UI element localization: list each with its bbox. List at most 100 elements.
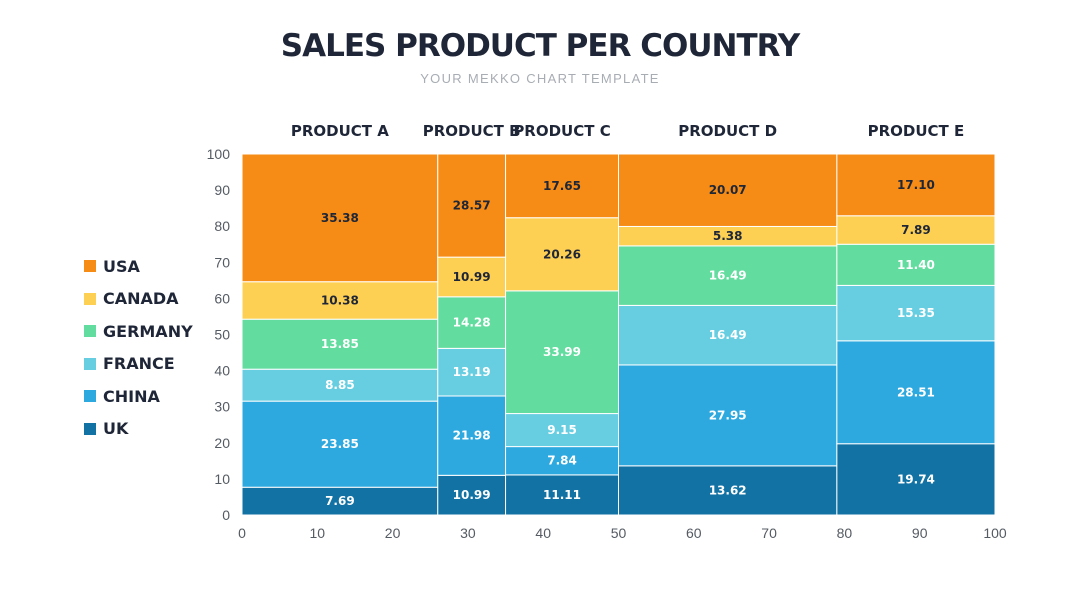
bar-segment-product-e-usa [836, 153, 996, 217]
data-label-product-e-uk: 19.74 [897, 472, 935, 486]
legend-swatch-usa [84, 260, 96, 273]
data-label-product-d-canada: 5.38 [713, 229, 743, 243]
x-tick-label: 70 [761, 525, 777, 541]
category-label-product-a: PRODUCT A [291, 122, 389, 140]
data-label-product-d-france: 16.49 [709, 328, 747, 342]
x-tick-label: 10 [310, 525, 326, 541]
bar-segment-product-a-uk [241, 486, 439, 516]
x-tick-label: 30 [460, 525, 476, 541]
chart-bars [241, 153, 996, 516]
bar-segment-product-a-china [241, 400, 439, 488]
y-tick-label: 20 [214, 435, 230, 451]
chart-title: SALES PRODUCT PER COUNTRY [280, 28, 800, 64]
bar-segment-product-b-uk [437, 474, 507, 516]
data-label-product-e-germany: 11.40 [897, 258, 935, 272]
bar-segment-product-b-usa [437, 153, 507, 258]
bar-segment-product-e-france [836, 284, 996, 342]
y-tick-label: 90 [214, 182, 230, 198]
data-label-product-d-china: 27.95 [709, 408, 747, 422]
y-tick-label: 100 [207, 146, 231, 162]
data-label-product-c-usa: 17.65 [543, 179, 581, 193]
bar-segment-product-b-germany [437, 296, 507, 349]
data-label-product-a-france: 8.85 [325, 378, 355, 392]
legend-label-canada: CANADA [103, 289, 179, 309]
legend-item-germany: GERMANY [84, 315, 193, 348]
y-tick-label: 70 [214, 254, 230, 270]
category-label-product-d: PRODUCT D [678, 122, 777, 140]
data-label-product-c-uk: 11.11 [543, 488, 581, 502]
bar-segment-product-a-usa [241, 153, 439, 283]
data-label-product-b-uk: 10.99 [453, 488, 491, 502]
legend-item-canada: CANADA [84, 283, 193, 316]
legend-label-china: CHINA [103, 386, 160, 406]
legend-swatch-canada [84, 292, 96, 305]
category-label-product-e: PRODUCT E [868, 122, 965, 140]
data-label-product-b-china: 21.98 [453, 429, 491, 443]
data-label-product-b-germany: 14.28 [453, 316, 491, 330]
x-tick-label: 50 [611, 525, 627, 541]
legend-swatch-uk [84, 422, 96, 435]
bar-segment-product-c-canada [505, 217, 619, 292]
legend-swatch-china [84, 390, 96, 403]
bar-segment-product-e-china [836, 340, 996, 445]
bar-segment-product-c-uk [505, 474, 619, 516]
y-tick-label: 10 [214, 471, 230, 487]
y-tick-label: 0 [222, 507, 230, 523]
bar-segment-product-a-germany [241, 318, 439, 370]
bar-segment-product-b-france [437, 347, 507, 397]
legend-label-uk: UK [103, 419, 129, 439]
data-label-product-e-china: 28.51 [897, 385, 935, 399]
bar-segment-product-d-usa [618, 153, 838, 227]
category-label-product-b: PRODUCT B [423, 122, 521, 140]
data-label-product-a-canada: 10.38 [321, 293, 359, 307]
legend-swatch-france [84, 357, 96, 370]
y-tick-label: 40 [214, 363, 230, 379]
bar-segment-product-c-usa [505, 153, 619, 219]
x-tick-label: 40 [535, 525, 551, 541]
data-label-product-c-china: 7.84 [547, 454, 577, 468]
bar-segment-product-d-uk [618, 465, 838, 516]
x-tick-label: 60 [686, 525, 702, 541]
y-tick-label: 60 [214, 290, 230, 306]
bar-segment-product-d-china [618, 364, 838, 467]
data-label-product-b-canada: 10.99 [453, 270, 491, 284]
legend-item-china: CHINA [84, 380, 193, 413]
data-label-product-d-germany: 16.49 [709, 269, 747, 283]
data-label-product-c-germany: 33.99 [543, 345, 581, 359]
bar-segment-product-d-france [618, 304, 838, 366]
bar-segment-product-b-canada [437, 256, 507, 298]
y-tick-label: 30 [214, 399, 230, 415]
data-label-product-d-usa: 20.07 [709, 183, 747, 197]
y-tick-label: 80 [214, 218, 230, 234]
bar-segment-product-e-germany [836, 243, 996, 286]
legend-swatch-germany [84, 325, 96, 338]
data-label-product-a-china: 23.85 [321, 437, 359, 451]
category-label-product-c: PRODUCT C [513, 122, 610, 140]
data-label-product-b-france: 13.19 [453, 365, 491, 379]
data-label-product-a-germany: 13.85 [321, 337, 359, 351]
data-label-product-a-usa: 35.38 [321, 211, 359, 225]
bar-segment-product-a-france [241, 368, 439, 402]
y-tick-label: 50 [214, 327, 230, 343]
x-tick-label: 0 [238, 525, 246, 541]
legend-item-usa: USA [84, 250, 193, 283]
data-label-product-e-usa: 17.10 [897, 178, 935, 192]
data-label-product-b-usa: 28.57 [453, 199, 491, 213]
data-label-product-c-france: 9.15 [547, 423, 577, 437]
legend: USA CANADA GERMANY FRANCE CHINA UK [84, 250, 193, 445]
legend-item-uk: UK [84, 413, 193, 446]
chart-value-labels: 7.69 23.85 8.85 13.85 10.38 35.38 10.99 21.98 13… [321, 178, 935, 508]
x-tick-label: 20 [385, 525, 401, 541]
x-axis: 0 10 20 30 40 50 60 70 80 90 100 [238, 525, 1007, 541]
legend-item-france: FRANCE [84, 348, 193, 381]
data-label-product-a-uk: 7.69 [325, 494, 355, 508]
legend-label-france: FRANCE [103, 354, 175, 374]
bar-segment-product-e-uk [836, 443, 996, 516]
data-label-product-e-france: 15.35 [897, 306, 935, 320]
y-axis: 0 10 20 30 40 50 60 70 80 90 100 [207, 146, 231, 523]
bar-segment-product-c-china [505, 446, 619, 476]
x-tick-label: 100 [983, 525, 1007, 541]
data-label-product-c-canada: 20.26 [543, 247, 581, 261]
